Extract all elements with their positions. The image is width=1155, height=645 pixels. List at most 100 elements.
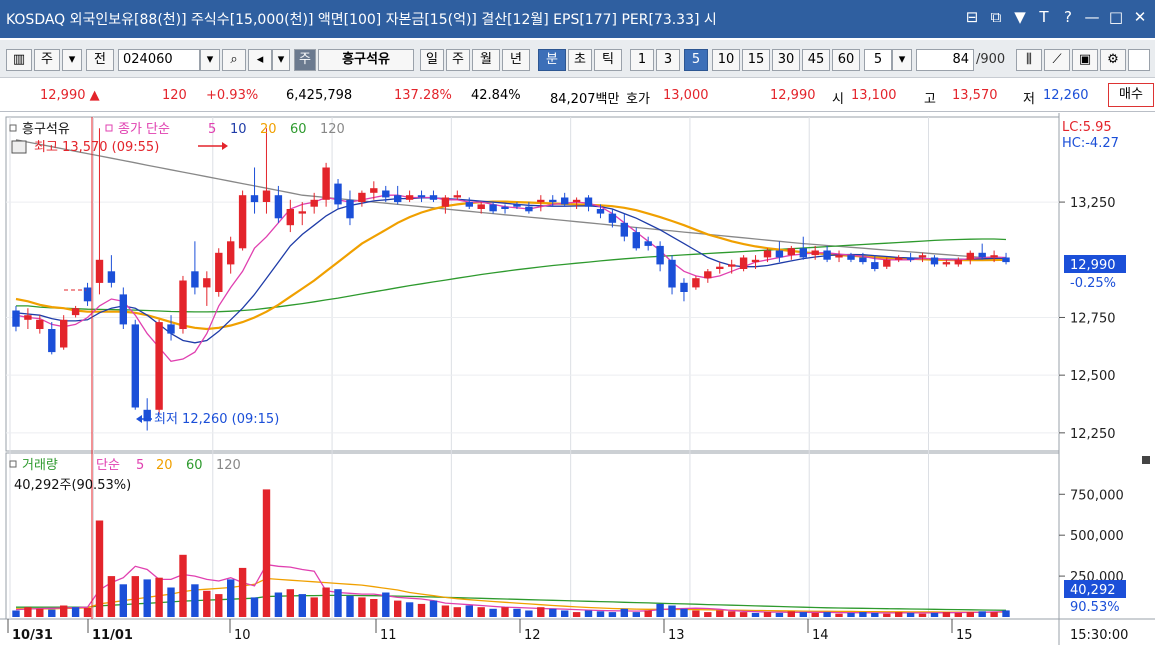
buy-button[interactable]: 매수 xyxy=(1108,83,1154,107)
interval-input[interactable]: 5 xyxy=(864,49,892,71)
market-select[interactable]: 주 xyxy=(34,49,60,71)
data-table-icon[interactable] xyxy=(11,140,27,154)
save-icon[interactable]: ▣ xyxy=(1072,49,1098,71)
volume-bar xyxy=(12,610,20,617)
interval-5[interactable]: 5 xyxy=(684,49,708,71)
volume-bar xyxy=(274,592,283,617)
period-minute[interactable]: 분 xyxy=(538,49,566,71)
volume-bar xyxy=(787,611,795,617)
pane-close-icon[interactable] xyxy=(1142,456,1150,464)
interval-dropdown-icon[interactable]: ▾ xyxy=(892,49,912,71)
count-input[interactable]: 84 xyxy=(916,49,974,71)
volume-bar xyxy=(620,608,628,617)
period-daily[interactable]: 일 xyxy=(420,49,444,71)
volume-sound-icon[interactable]: ◂ xyxy=(248,49,272,71)
period-second[interactable]: 초 xyxy=(568,49,592,71)
volume-bar xyxy=(775,612,784,617)
candle-body xyxy=(274,195,283,219)
time-x-axis: 10/31 11/01 10 11 12 13 14 15 15:30:00 xyxy=(7,619,1128,643)
volume-bar xyxy=(596,611,605,617)
font-icon[interactable]: T xyxy=(1039,8,1049,26)
indicator-icon[interactable]: ⟋ xyxy=(1044,49,1070,71)
candle-body xyxy=(405,195,414,200)
stock-name: 흥구석유 xyxy=(318,49,414,71)
volume-bar xyxy=(358,597,366,617)
candle-body xyxy=(370,188,378,193)
period-monthly[interactable]: 월 xyxy=(472,49,500,71)
candle-body xyxy=(465,202,473,207)
interval-1[interactable]: 1 xyxy=(630,49,654,71)
legend-ma20: 20 xyxy=(260,122,277,137)
volume-bar xyxy=(382,592,390,617)
candle-settings-icon[interactable]: ⫼ xyxy=(1016,49,1042,71)
candle-body xyxy=(978,252,986,258)
volume-bar xyxy=(1002,610,1010,617)
interval-3[interactable]: 3 xyxy=(656,49,680,71)
lc-label: LC:5.95 xyxy=(1062,120,1112,135)
code-dropdown-icon[interactable]: ▾ xyxy=(200,49,220,71)
volume-legend-ma60: 60 xyxy=(186,458,203,473)
candle-body xyxy=(286,209,294,226)
code-input[interactable]: 024060 xyxy=(118,49,200,71)
candle-body xyxy=(155,322,163,410)
candle-body xyxy=(203,278,211,288)
candles xyxy=(12,128,1010,431)
candle-body xyxy=(143,409,151,422)
volume-bar xyxy=(572,612,581,617)
candle-body xyxy=(167,324,175,334)
volume-bar xyxy=(417,603,426,617)
window-icon[interactable]: ⧉ xyxy=(990,8,1002,26)
volume-bar xyxy=(250,597,259,617)
volume-value-label: 40,292주(90.53%) xyxy=(14,478,131,493)
volume-bar xyxy=(453,607,461,617)
prev-button[interactable]: 전 xyxy=(86,49,114,71)
volume-bar xyxy=(906,612,915,617)
close-icon[interactable]: ✕ xyxy=(1133,8,1147,26)
sound-dropdown-icon[interactable]: ▾ xyxy=(272,49,290,71)
search-icon[interactable]: ⌕ xyxy=(222,49,246,71)
gear-icon[interactable]: ⚙ xyxy=(1100,49,1126,71)
volume-bar xyxy=(739,612,748,617)
candle-body xyxy=(83,287,92,302)
market-dropdown-icon[interactable]: ▾ xyxy=(62,49,82,71)
volume-bar xyxy=(954,612,962,617)
volume-bar xyxy=(71,607,80,617)
minimize-icon[interactable]: — xyxy=(1084,8,1100,26)
candle-body xyxy=(942,262,951,265)
period-yearly[interactable]: 년 xyxy=(502,49,530,71)
interval-15[interactable]: 15 xyxy=(742,49,770,71)
layout-icon[interactable]: ⊟ xyxy=(965,8,979,26)
pin-icon[interactable]: ▼ xyxy=(1014,8,1026,26)
candle-body xyxy=(262,190,271,202)
volume-legend-simple: 단순 xyxy=(96,458,120,473)
candle-body xyxy=(895,257,903,260)
option-checkbox[interactable] xyxy=(1128,49,1150,71)
volume-bar xyxy=(978,611,986,617)
price-y-axis: 13,250 12,750 12,500 12,250 xyxy=(1059,196,1116,442)
candle-body xyxy=(990,255,998,258)
chart-type-icon[interactable]: ▥ xyxy=(6,49,32,71)
maximize-icon[interactable]: □ xyxy=(1108,8,1124,26)
period-weekly[interactable]: 주 xyxy=(446,49,470,71)
volume-bar xyxy=(680,608,688,617)
candle-body xyxy=(131,324,139,408)
current-volume-tag xyxy=(1064,580,1126,598)
name-tag: 주 xyxy=(294,49,316,71)
interval-60[interactable]: 60 xyxy=(832,49,860,71)
interval-45[interactable]: 45 xyxy=(802,49,830,71)
volume-bar xyxy=(716,610,724,617)
volume-bar xyxy=(525,610,533,617)
chart-area: 13,250 12,750 12,500 12,250 750,000 500,000 2… xyxy=(0,113,1155,645)
interval-10[interactable]: 10 xyxy=(712,49,740,71)
candle-body xyxy=(107,271,116,283)
price-change: 120 xyxy=(162,88,187,103)
x-tick-label: 15 xyxy=(956,628,973,643)
current-price: 12,990 ▲ xyxy=(40,88,100,103)
interval-30[interactable]: 30 xyxy=(772,49,800,71)
candle-body xyxy=(918,255,927,258)
help-icon[interactable]: ? xyxy=(1064,8,1072,26)
ask-label: 호가 xyxy=(626,92,650,107)
candle-body xyxy=(191,271,199,288)
period-tick[interactable]: 틱 xyxy=(594,49,622,71)
